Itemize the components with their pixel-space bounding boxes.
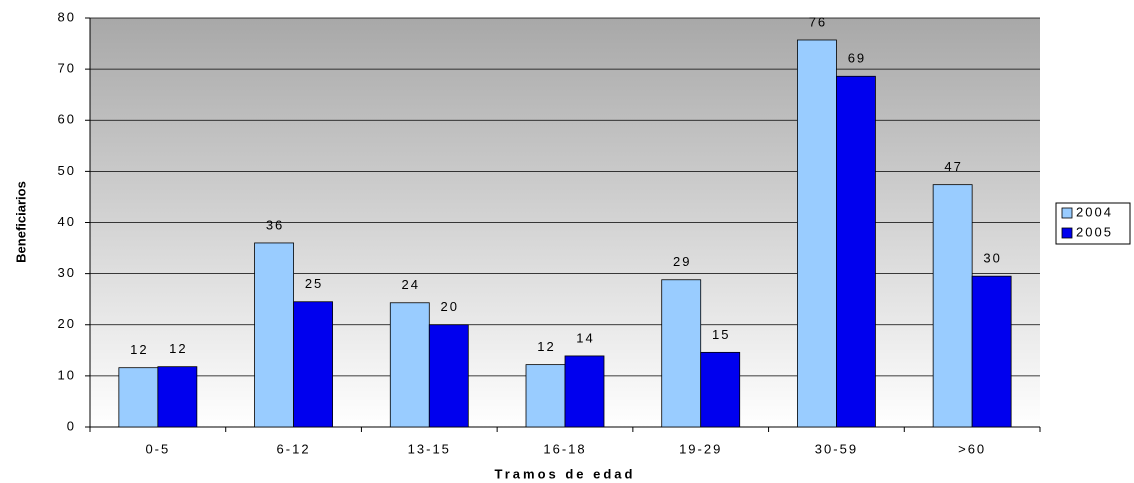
legend-swatch [1061, 227, 1073, 239]
y-tick-label: 40 [58, 214, 76, 229]
value-label: 30 [983, 251, 1001, 266]
y-tick-label: 50 [58, 163, 76, 178]
x-tick-label: 19-29 [679, 441, 722, 456]
x-tick-label: >60 [958, 441, 986, 456]
x-tick-label: 0-5 [145, 441, 170, 456]
value-label: 24 [402, 277, 420, 292]
value-label: 29 [673, 254, 691, 269]
bar [293, 301, 333, 428]
legend-label: 2005 [1076, 224, 1113, 239]
y-tick-label: 70 [58, 61, 76, 76]
legend-swatch [1061, 207, 1073, 219]
y-tick-label: 30 [58, 265, 76, 280]
x-tick-label: 6-12 [277, 441, 311, 456]
bar [797, 39, 837, 428]
value-label: 15 [712, 327, 730, 342]
legend-label: 2004 [1076, 204, 1113, 219]
value-label: 12 [130, 342, 148, 357]
value-label: 20 [441, 299, 459, 314]
value-label: 14 [576, 330, 594, 345]
y-tick-label: 80 [58, 9, 76, 24]
bar [118, 367, 159, 428]
value-label: 25 [305, 276, 323, 291]
value-label: 69 [848, 51, 866, 66]
bar [157, 366, 198, 428]
bar [971, 275, 1012, 428]
bar [428, 324, 469, 428]
x-tick-label: 16-18 [543, 441, 586, 456]
value-label: 47 [944, 159, 962, 174]
y-tick-label: 0 [67, 418, 76, 433]
bar [836, 75, 876, 428]
value-label: 12 [537, 339, 555, 354]
x-tick-label: 13-15 [408, 441, 451, 456]
bar [932, 184, 973, 428]
bar [389, 302, 430, 428]
bar [700, 351, 741, 428]
y-tick-label: 10 [58, 367, 76, 382]
y-tick-label: 20 [58, 316, 76, 331]
y-tick-label: 60 [58, 112, 76, 127]
value-label: 76 [809, 14, 827, 29]
bar [661, 279, 702, 428]
value-label: 36 [266, 217, 284, 232]
bar [254, 242, 294, 428]
bar [564, 355, 605, 428]
y-axis-label: Beneficiarios [13, 181, 28, 263]
x-tick-label: 30-59 [815, 441, 858, 456]
value-label: 12 [169, 341, 187, 356]
x-axis-label: Tramos de edad [495, 466, 636, 481]
bar [525, 364, 566, 428]
